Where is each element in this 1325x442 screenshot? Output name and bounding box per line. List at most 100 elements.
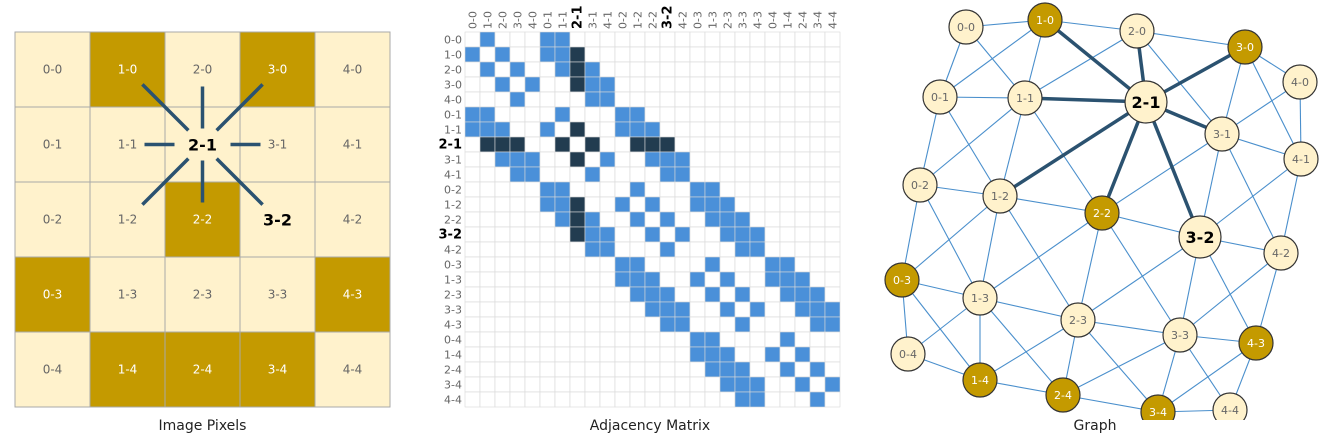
matrix-cell	[764, 316, 781, 333]
matrix-cell	[524, 256, 541, 273]
matrix-cell	[749, 331, 766, 348]
matrix-cell	[569, 106, 586, 123]
matrix-cell	[659, 196, 676, 213]
matrix-cell	[719, 166, 736, 183]
matrix-cell	[509, 151, 526, 168]
matrix-cell	[479, 286, 496, 303]
matrix-cell	[569, 136, 586, 153]
matrix-cell	[704, 211, 721, 228]
matrix-cell	[764, 61, 781, 78]
matrix-cell	[614, 286, 631, 303]
matrix-cell	[539, 151, 556, 168]
matrix-cell	[659, 106, 676, 123]
matrix-cell	[644, 76, 661, 93]
matrix-cell	[554, 151, 571, 168]
matrix-cell	[764, 211, 781, 228]
matrix-col-label: 1-4	[782, 11, 795, 29]
matrix-cell	[689, 106, 706, 123]
matrix-cell	[599, 376, 616, 393]
matrix-cell	[689, 376, 706, 393]
matrix-cell	[524, 361, 541, 378]
graph-node-label: 1-3	[971, 292, 989, 305]
matrix-cell	[539, 76, 556, 93]
matrix-cell	[749, 211, 766, 228]
matrix-cell	[599, 361, 616, 378]
matrix-cell	[749, 91, 766, 108]
matrix-cell	[764, 226, 781, 243]
matrix-cell	[524, 31, 541, 48]
matrix-cell	[794, 196, 811, 213]
matrix-cell	[704, 91, 721, 108]
matrix-cell	[704, 346, 721, 363]
matrix-cell	[554, 316, 571, 333]
matrix-cell	[764, 196, 781, 213]
matrix-cell	[719, 271, 736, 288]
pixel-grid: 0-0 1-0 2-0 3-0 4-0 0-1 1-1 2-1 3-1 4-1 0-2 1-2 2-2 3…	[14, 31, 391, 408]
matrix-col-label: 3-4	[812, 11, 825, 29]
matrix-cell	[674, 286, 691, 303]
matrix-cell	[704, 196, 721, 213]
pixel-label: 1-3	[118, 288, 138, 302]
matrix-cell	[494, 181, 511, 198]
matrix-cell	[509, 271, 526, 288]
matrix-cell	[479, 91, 496, 108]
graph-node	[1204, 116, 1240, 152]
adjacency-matrix: 0-00-01-01-02-02-03-03-04-04-00-10-11-11…	[439, 6, 841, 408]
matrix-cell	[734, 121, 751, 138]
matrix-cell	[494, 196, 511, 213]
matrix-cell	[614, 211, 631, 228]
matrix-cell	[824, 346, 841, 363]
matrix-cell	[509, 106, 526, 123]
matrix-cell	[614, 61, 631, 78]
matrix-cell	[749, 346, 766, 363]
graph-edge-highlight	[1043, 18, 1148, 104]
matrix-cell	[614, 106, 631, 123]
matrix-cell	[674, 91, 691, 108]
matrix-cell	[719, 301, 736, 318]
matrix-cell	[539, 121, 556, 138]
matrix-cell	[689, 166, 706, 183]
matrix-cell	[614, 271, 631, 288]
pixel-cell	[14, 31, 91, 108]
graph-edge	[1077, 212, 1103, 321]
matrix-cell	[749, 106, 766, 123]
matrix-cell	[599, 256, 616, 273]
matrix-col-label: 0-2	[617, 11, 630, 29]
matrix-col-label: 3-1	[587, 11, 600, 29]
matrix-cell	[794, 76, 811, 93]
matrix-cell	[524, 91, 541, 108]
matrix-col-label: 1-0	[482, 11, 495, 29]
matrix-cell	[809, 241, 826, 258]
matrix-cell	[659, 61, 676, 78]
matrix-cell	[674, 196, 691, 213]
graph-node-label: 2-0	[1128, 25, 1146, 38]
matrix-cell	[644, 361, 661, 378]
matrix-cell	[614, 391, 631, 408]
matrix-cell	[749, 121, 766, 138]
matrix-cell	[629, 286, 646, 303]
matrix-cell	[629, 76, 646, 93]
pixel-cell	[14, 256, 91, 333]
graph-node	[884, 262, 920, 298]
graph-node-label: 0-4	[899, 348, 917, 361]
pixel-neighbor-line	[215, 83, 264, 132]
matrix-cell	[794, 106, 811, 123]
matrix-cell	[614, 331, 631, 348]
matrix-cell	[719, 76, 736, 93]
pixel-label: 2-1	[188, 136, 217, 155]
matrix-cell	[674, 76, 691, 93]
matrix-cell	[554, 106, 571, 123]
matrix-cell	[734, 376, 751, 393]
matrix-cell	[569, 61, 586, 78]
matrix-cell	[689, 241, 706, 258]
matrix-cell	[584, 46, 601, 63]
matrix-cell	[824, 316, 841, 333]
matrix-cell	[569, 91, 586, 108]
matrix-cell	[464, 31, 481, 48]
matrix-cell	[764, 286, 781, 303]
matrix-row-label: 1-1	[444, 124, 462, 137]
matrix-cell	[629, 151, 646, 168]
matrix-cell	[764, 76, 781, 93]
matrix-cell	[494, 286, 511, 303]
matrix-cell	[644, 346, 661, 363]
